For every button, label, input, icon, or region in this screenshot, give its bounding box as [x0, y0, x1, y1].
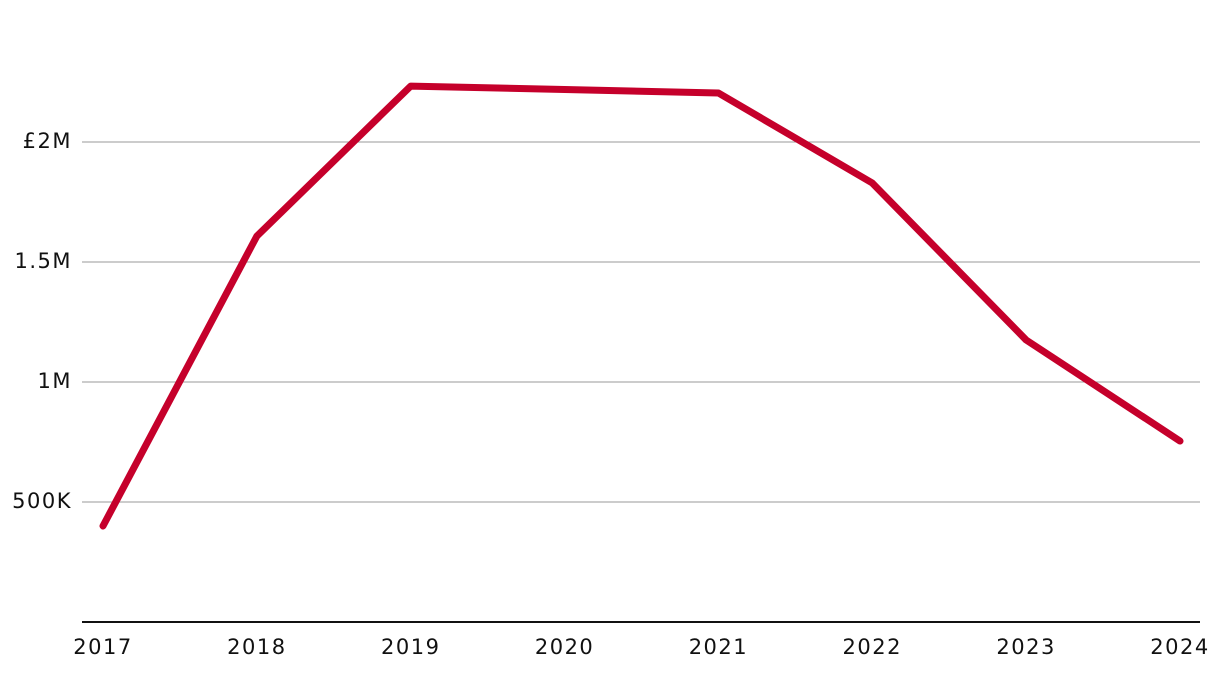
- x-tick-label: 2021: [689, 635, 748, 659]
- y-tick-label: 1.5M: [14, 249, 72, 273]
- x-tick-label: 2018: [227, 635, 286, 659]
- y-tick-label: 500K: [12, 489, 72, 513]
- x-tick-label: 2019: [381, 635, 440, 659]
- y-tick-label: 1M: [38, 369, 72, 393]
- x-tick-label: 2023: [996, 635, 1055, 659]
- y-tick-label: £2M: [23, 129, 72, 153]
- x-tick-label: 2017: [73, 635, 132, 659]
- x-tick-label: 2024: [1150, 635, 1209, 659]
- x-tick-label: 2022: [843, 635, 902, 659]
- x-tick-label: 2020: [535, 635, 594, 659]
- data-line: [99, 82, 1184, 530]
